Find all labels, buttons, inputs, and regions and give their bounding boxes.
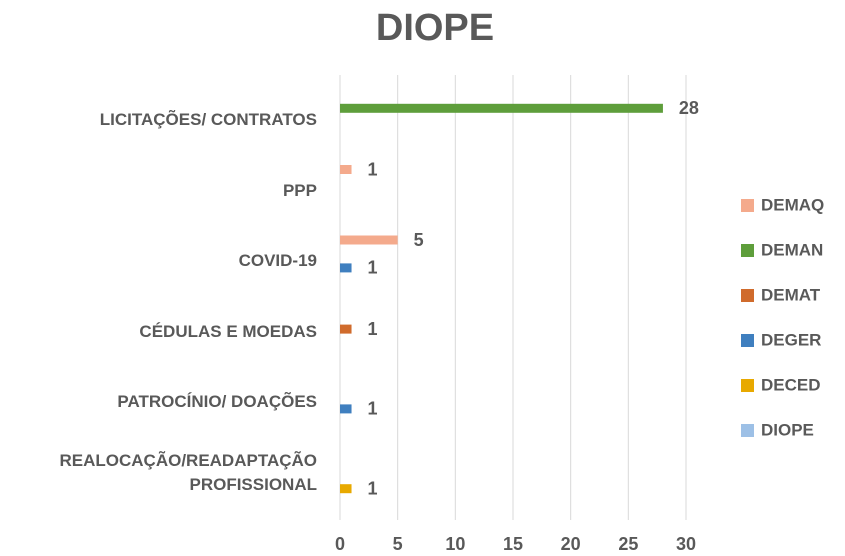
value-label: 1 [368,319,378,339]
legend-swatch [741,199,754,212]
bar [340,404,352,414]
y-tick-label: COVID-19 [238,251,317,271]
value-label: 28 [679,98,699,118]
y-tick-label: REALOCAÇÃO/READAPTAÇÃO PROFISSIONAL [59,450,317,494]
x-tick-label: 10 [445,534,465,554]
value-label: 1 [368,399,378,419]
legend-swatch [741,424,754,437]
bar [340,263,352,273]
value-label: 1 [368,478,378,498]
y-tick-label: PATROCÍNIO/ DOAÇÕES [117,392,317,412]
legend-swatch [741,379,754,392]
y-tick-label: CÉDULAS E MOEDAS [139,321,317,341]
x-tick-label: 25 [618,534,638,554]
value-label: 1 [368,258,378,278]
legend-swatch [741,244,754,257]
legend-swatch [741,334,754,347]
y-tick-label: LICITAÇÕES/ CONTRATOS [99,110,317,130]
bar [340,324,352,334]
x-tick-label: 0 [335,534,345,554]
legend-swatch [741,289,754,302]
bar [340,484,352,494]
chart-title: DIOPE [376,7,494,49]
bar [340,103,663,113]
x-tick-label: 30 [676,534,696,554]
legend-label: DEMAT [761,285,821,304]
x-tick-label: 15 [503,534,523,554]
bar [340,165,352,174]
legend-label: DEMAN [761,240,823,259]
bar [340,235,398,245]
y-tick-label: PPP [282,180,317,200]
legend-label: DECED [761,375,821,394]
x-tick-label: 20 [561,534,581,554]
value-label: 1 [368,159,378,179]
value-label: 5 [414,230,424,250]
legend-label: DIOPE [761,420,814,439]
x-tick-label: 5 [393,534,403,554]
legend-label: DEGER [761,330,821,349]
legend-label: DEMAQ [761,195,824,214]
